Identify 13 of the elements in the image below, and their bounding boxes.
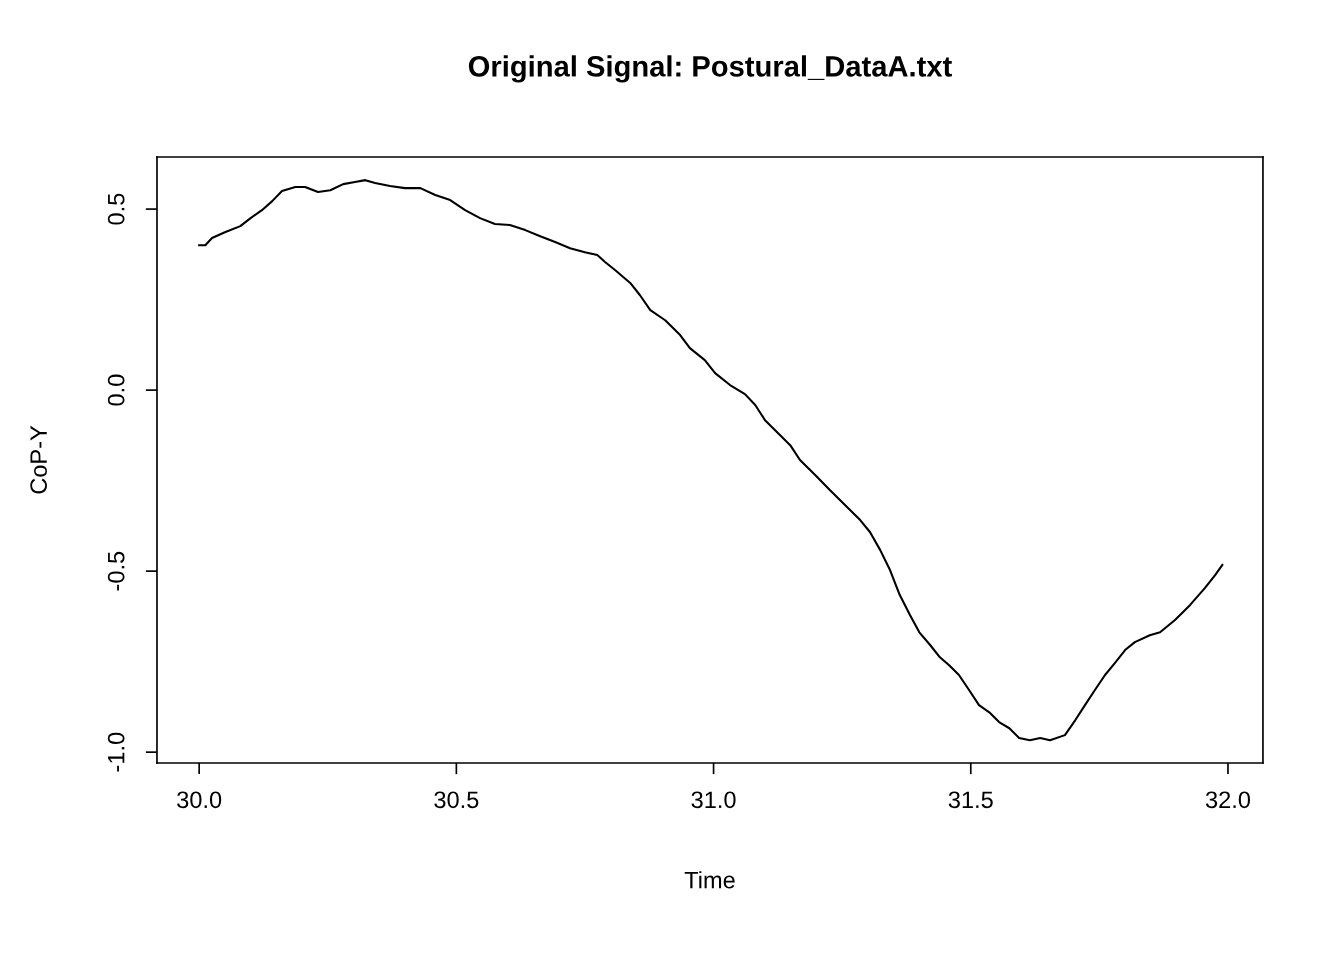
y-tick-label: 0.0 <box>107 374 125 406</box>
x-tick-label: 30.5 <box>434 791 479 809</box>
x-tick-label: 30.0 <box>177 791 222 809</box>
x-tick-label: 31.5 <box>948 791 993 809</box>
x-tick-label: 32.0 <box>1205 791 1251 809</box>
line-series <box>198 179 1224 742</box>
chart-title: Original Signal: Postural_DataA.txt <box>468 55 952 83</box>
x-tick-label: 31.0 <box>691 791 736 809</box>
y-tick-label: 0.5 <box>107 193 125 225</box>
y-tick-label: -0.5 <box>107 551 125 591</box>
y-axis-title: CoP-Y <box>30 425 47 494</box>
x-axis-title: Time <box>684 871 735 889</box>
y-tick-label: -1.0 <box>107 732 125 772</box>
